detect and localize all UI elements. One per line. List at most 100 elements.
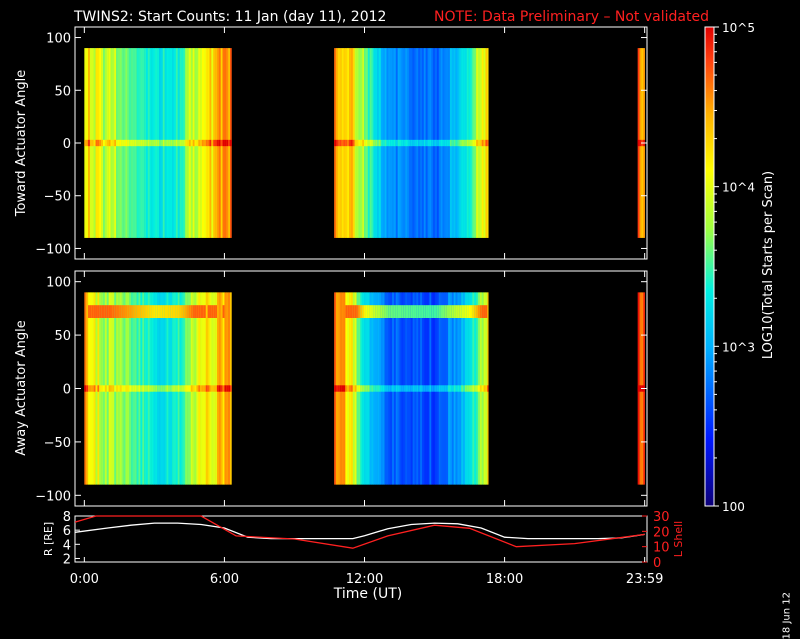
- heatmap-cell: [350, 305, 354, 318]
- heatmap-cell: [93, 305, 96, 318]
- x-tick-label: 18:00: [486, 572, 523, 587]
- heatmap-cell: [367, 139, 370, 147]
- heatmap-cell: [459, 305, 462, 318]
- heatmap-cell: [373, 385, 376, 392]
- heatmap-cell: [173, 305, 177, 318]
- heatmap-cell: [375, 139, 378, 147]
- heatmap-cell: [200, 139, 203, 147]
- heatmap-cell: [151, 139, 154, 147]
- heatmap-cell: [405, 385, 408, 392]
- toward-ylabel: Toward Actuator Angle: [14, 70, 29, 217]
- heatmap-cell: [91, 385, 94, 392]
- heatmap-cell: [153, 385, 156, 392]
- heatmap-cell: [386, 305, 389, 318]
- heatmap-cell: [121, 385, 124, 392]
- heatmap-cell: [145, 139, 149, 147]
- heatmap-cell: [159, 385, 162, 392]
- heatmap-cell: [375, 305, 378, 318]
- heatmap-cell: [181, 385, 184, 392]
- heatmap-cell: [448, 139, 451, 147]
- heatmap-cell: [196, 385, 199, 392]
- heatmap-cell: [339, 139, 342, 147]
- heatmap-cell: [395, 139, 398, 147]
- heatmap-cell: [138, 385, 141, 392]
- heatmap-cell: [116, 305, 119, 318]
- heatmap-cell: [463, 385, 466, 392]
- heatmap-cell: [142, 139, 145, 147]
- heatmap-cell: [168, 139, 171, 147]
- heatmap-cell: [421, 139, 425, 147]
- heatmap-cell: [116, 385, 119, 392]
- heatmap-cell: [481, 305, 484, 318]
- heatmap-cell: [226, 385, 229, 392]
- heatmap-cell: [388, 139, 391, 147]
- heatmap-cell: [86, 385, 89, 392]
- heatmap-cell: [194, 305, 197, 318]
- heatmap-cell: [177, 305, 180, 318]
- heatmap-cell: [429, 139, 432, 147]
- heatmap-cell: [205, 385, 208, 392]
- heatmap-cell: [401, 139, 404, 147]
- heatmap-cell: [358, 305, 361, 318]
- heatmap-cell: [131, 385, 134, 392]
- heatmap-cell: [211, 305, 214, 318]
- heatmap-cell: [408, 305, 412, 318]
- heatmap-cell: [418, 305, 421, 318]
- heatmap-cell: [149, 305, 152, 318]
- heatmap-cell: [172, 305, 175, 318]
- heatmap-cell: [464, 385, 468, 392]
- heatmap-cell: [449, 305, 453, 318]
- heatmap-cell: [91, 139, 94, 147]
- heatmap-cell: [401, 385, 404, 392]
- heatmap-cell: [414, 385, 417, 392]
- heatmap-cell: [114, 385, 117, 392]
- y-tick-label: 100: [46, 276, 71, 291]
- heatmap-cell: [483, 139, 486, 147]
- y-tick-label: −100: [35, 242, 71, 257]
- heatmap-cell: [485, 139, 488, 147]
- heatmap-cell: [349, 305, 352, 318]
- heatmap-cell: [192, 385, 195, 392]
- heatmap-cell: [347, 139, 350, 147]
- toward-panel: 100 50 0 −50 −100 Toward Actuator Angle: [14, 26, 648, 260]
- colorbar-tick-label: 10^3: [722, 340, 755, 354]
- heatmap-cell: [421, 385, 425, 392]
- colorbar-ticks: 10^5 10^4 10^3 100: [714, 21, 755, 514]
- heatmap-cell: [395, 305, 398, 318]
- heatmap-cell: [215, 385, 218, 392]
- lshell-tick-label: 0: [653, 556, 661, 571]
- heatmap-cell: [392, 305, 395, 318]
- heatmap-cell: [185, 139, 188, 147]
- heatmap-cell: [367, 305, 370, 318]
- heatmap-cell: [459, 139, 462, 147]
- heatmap-cell: [88, 139, 91, 147]
- heatmap-cell: [420, 385, 423, 392]
- y-tick-label: 100: [46, 32, 71, 47]
- heatmap-cell: [172, 385, 175, 392]
- heatmap-cell: [179, 385, 182, 392]
- heatmap-cell: [429, 305, 432, 318]
- heatmap-cell: [449, 385, 453, 392]
- heatmap-cell: [365, 385, 369, 392]
- heatmap-cell: [198, 385, 201, 392]
- heatmap-cell: [399, 139, 402, 147]
- heatmap-cell: [435, 385, 438, 392]
- heatmap-cell: [433, 139, 436, 147]
- heatmap-cell: [95, 305, 98, 318]
- heatmap-cell: [110, 305, 113, 318]
- heatmap-cell: [121, 305, 124, 318]
- heatmap-cell: [356, 305, 359, 318]
- heatmap-cell: [455, 305, 458, 318]
- heatmap-cell: [138, 139, 141, 147]
- heatmap-cell: [198, 139, 201, 147]
- heatmap-cell: [220, 139, 223, 147]
- heatmap-cell: [127, 139, 130, 147]
- heatmap-cell: [187, 305, 190, 318]
- heatmap-cell: [438, 139, 441, 147]
- heatmap-cell: [436, 385, 440, 392]
- heatmap-cell: [377, 139, 380, 147]
- heatmap-cell: [369, 139, 372, 147]
- heatmap-cell: [420, 305, 423, 318]
- heatmap-cell: [485, 385, 488, 392]
